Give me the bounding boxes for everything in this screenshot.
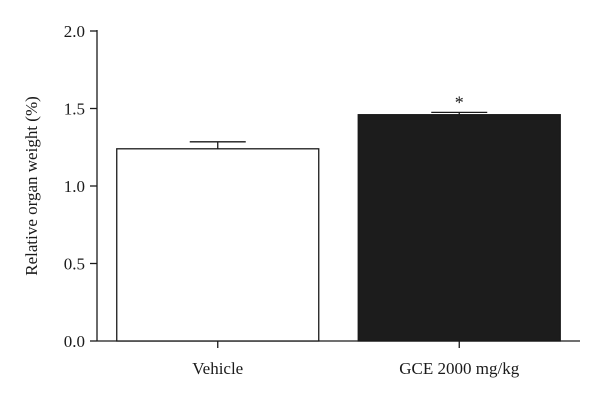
- y-tick-label: 0.5: [64, 255, 85, 274]
- y-axis-title: Relative organ weight (%): [22, 96, 41, 276]
- x-tick-label: Vehicle: [192, 359, 243, 378]
- y-tick-label: 1.5: [64, 100, 85, 119]
- y-ticks: 0.0 0.5 1.0 1.5 2.0: [64, 22, 97, 351]
- x-ticks: Vehicle GCE 2000 mg/kg: [192, 341, 520, 378]
- y-tick-label: 0.0: [64, 332, 85, 351]
- significance-marker: *: [455, 92, 464, 112]
- bar-vehicle: [116, 148, 320, 342]
- y-tick-label: 1.0: [64, 177, 85, 196]
- bar-gce-2000: [357, 114, 561, 342]
- error-bars: [189, 111, 488, 149]
- x-axis: Vehicle GCE 2000 mg/kg: [97, 340, 580, 378]
- annotations: *: [455, 92, 464, 112]
- bars: [116, 114, 561, 342]
- y-tick-label: 2.0: [64, 22, 85, 41]
- y-axis: 0.0 0.5 1.0 1.5 2.0: [64, 22, 98, 351]
- x-tick-label: GCE 2000 mg/kg: [399, 359, 519, 378]
